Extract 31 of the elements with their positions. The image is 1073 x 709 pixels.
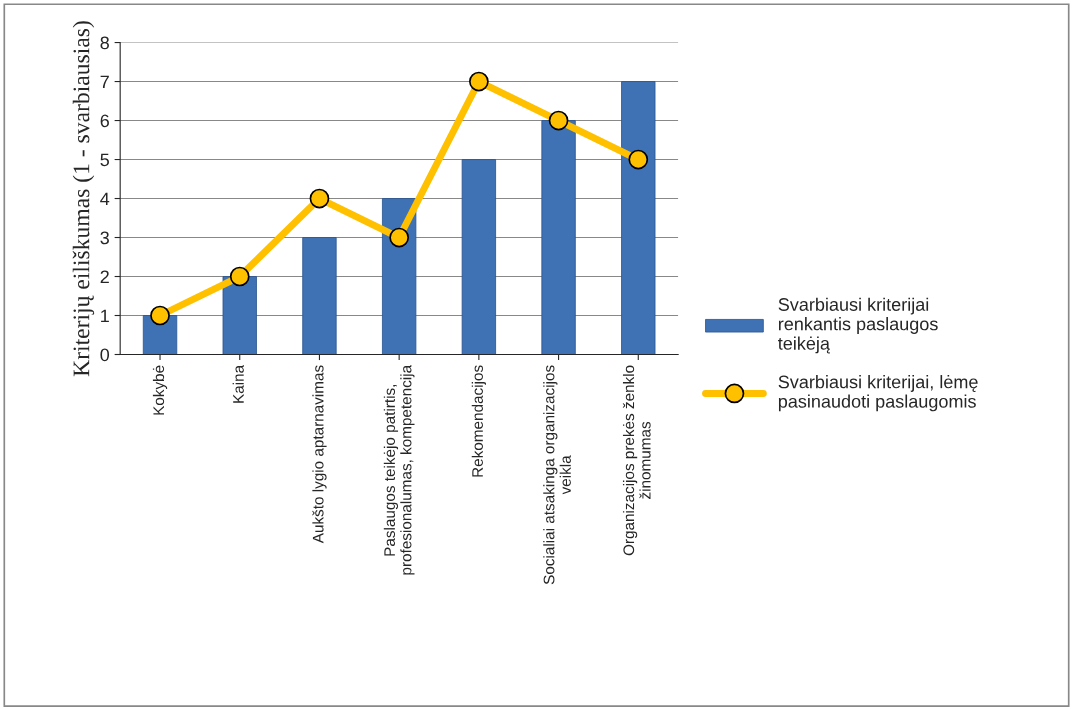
bar	[541, 120, 576, 355]
y-axis-title: Kriterijų eiliškumas (1 - svarbiausias)	[72, 21, 95, 377]
x-tick-label: Organizacijos prekės ženklo žinomumas	[622, 365, 651, 556]
bar	[302, 237, 337, 355]
point	[389, 227, 410, 248]
point	[150, 305, 170, 326]
x-tick-label: Kaina	[232, 364, 244, 403]
bar	[222, 276, 257, 355]
y-tick-label: 4	[100, 192, 110, 206]
point	[469, 71, 489, 92]
y-tick-label: 1	[101, 309, 109, 323]
legend-label: Svarbiausi kriterijai renkantis paslaugos teikėją	[778, 297, 938, 354]
y-tick-label: 5	[100, 153, 109, 167]
x-tick-label: Aukšto lygio aptarnavimas	[312, 365, 327, 544]
y-tick-label: 7	[100, 75, 109, 89]
point	[309, 188, 330, 209]
y-tick-label: 8	[100, 36, 109, 50]
x-tick-label: Socialiai atsakinga organizacijos veikla	[543, 365, 571, 585]
legend-label: Svarbiausi kriterijai, lėmę pasinaudoti paslaugomis	[778, 375, 978, 412]
y-tick-label: 0	[100, 348, 110, 362]
y-tick-label: 3	[100, 231, 109, 245]
point	[628, 149, 649, 170]
point	[548, 110, 569, 131]
y-tick-label: 6	[100, 114, 109, 128]
point	[229, 266, 250, 287]
x-tick-label: Paslaugos teikėjo patirtis, profesionalumas, kompetencija	[383, 364, 415, 575]
y-tick-label: 2	[100, 270, 109, 284]
bar	[461, 159, 497, 355]
x-tick-label: Kokybė	[152, 365, 168, 415]
bar	[621, 81, 656, 355]
x-tick-label: Rekomendacijos	[471, 365, 486, 477]
